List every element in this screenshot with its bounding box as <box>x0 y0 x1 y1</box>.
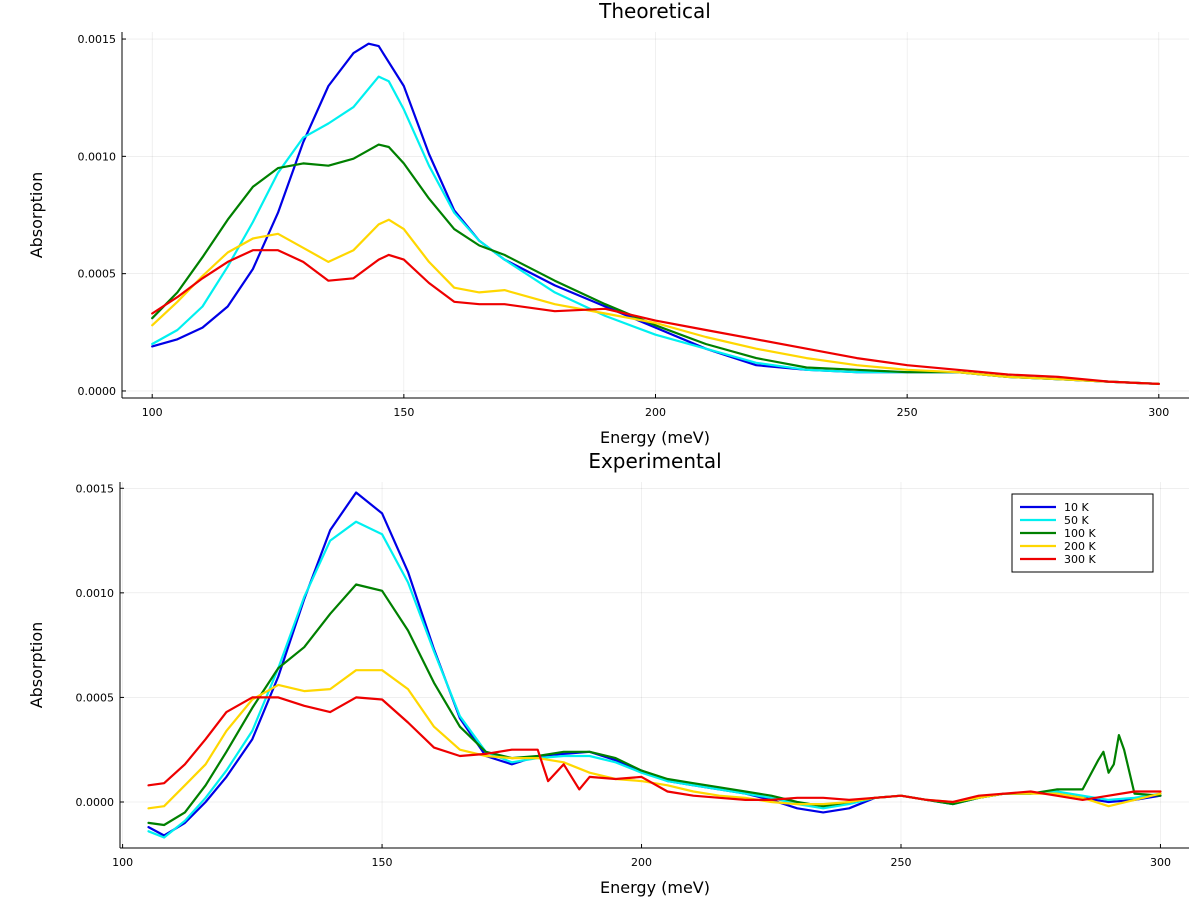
experimental-x-tick-label: 200 <box>631 856 652 869</box>
theoretical-x-tick-label: 250 <box>897 406 918 419</box>
experimental-series-100k <box>147 583 1162 827</box>
theoretical-x-tick-label: 200 <box>645 406 666 419</box>
legend-label-300k: 300 K <box>1064 553 1096 566</box>
theoretical-x-label: Energy (meV) <box>600 428 710 447</box>
experimental-x-label: Energy (meV) <box>600 878 710 897</box>
legend-label-200k: 200 K <box>1064 540 1096 553</box>
experimental-ticks: 100 150 200 250 300 0.0000 0.0005 0.0010 0.0015 <box>76 482 1171 869</box>
theoretical-y-tick-label: 0.0010 <box>78 150 117 163</box>
theoretical-grid <box>122 32 1189 398</box>
experimental-y-tick-label: 0.0005 <box>76 691 115 704</box>
experimental-x-tick-label: 300 <box>1150 856 1171 869</box>
theoretical-ticks: 100 150 200 250 300 0.0000 0.0005 0.0010 0.0015 <box>78 33 1170 419</box>
theoretical-y-tick-label: 0.0015 <box>78 33 117 46</box>
experimental-panel: 100 150 200 250 3000.00000.00050.00100.0015 … <box>27 449 1189 897</box>
experimental-x-tick-label: 250 <box>890 856 911 869</box>
theoretical-x-tick-label: 150 <box>393 406 414 419</box>
experimental-title: Experimental <box>588 449 721 473</box>
legend-label-10k: 10 K <box>1064 501 1089 514</box>
experimental-grid <box>120 482 1189 848</box>
experimental-x-tick-label: 150 <box>372 856 393 869</box>
legend-label-100k: 100 K <box>1064 527 1096 540</box>
theoretical-y-label: Absorption <box>27 172 46 259</box>
theoretical-series-100k <box>151 143 1160 385</box>
experimental-series-300k <box>147 696 1162 804</box>
experimental-y-label: Absorption <box>27 622 46 709</box>
experimental-y-tick-label: 0.0010 <box>76 587 115 600</box>
theoretical-x-tick-label: 300 <box>1148 406 1169 419</box>
theoretical-panel: 100 150 200 250 3000.00000.00050.00100.0015 … <box>27 0 1189 447</box>
theoretical-y-tick-label: 0.0005 <box>78 268 117 281</box>
experimental-x-tick-label: 100 <box>112 856 133 869</box>
theoretical-x-tick-label: 100 <box>142 406 163 419</box>
experimental-y-tick-label: 0.0015 <box>76 482 115 495</box>
theoretical-title: Theoretical <box>598 0 711 23</box>
experimental-y-tick-label: 0.0000 <box>76 796 115 809</box>
theoretical-y-tick-label: 0.0000 <box>78 385 117 398</box>
theoretical-series-300k <box>151 249 1160 385</box>
theoretical-series-200k <box>151 218 1160 385</box>
theoretical-series <box>151 42 1160 385</box>
legend-label-50k: 50 K <box>1064 514 1089 527</box>
experimental-series <box>147 491 1162 839</box>
experimental-series-200k <box>147 669 1162 810</box>
